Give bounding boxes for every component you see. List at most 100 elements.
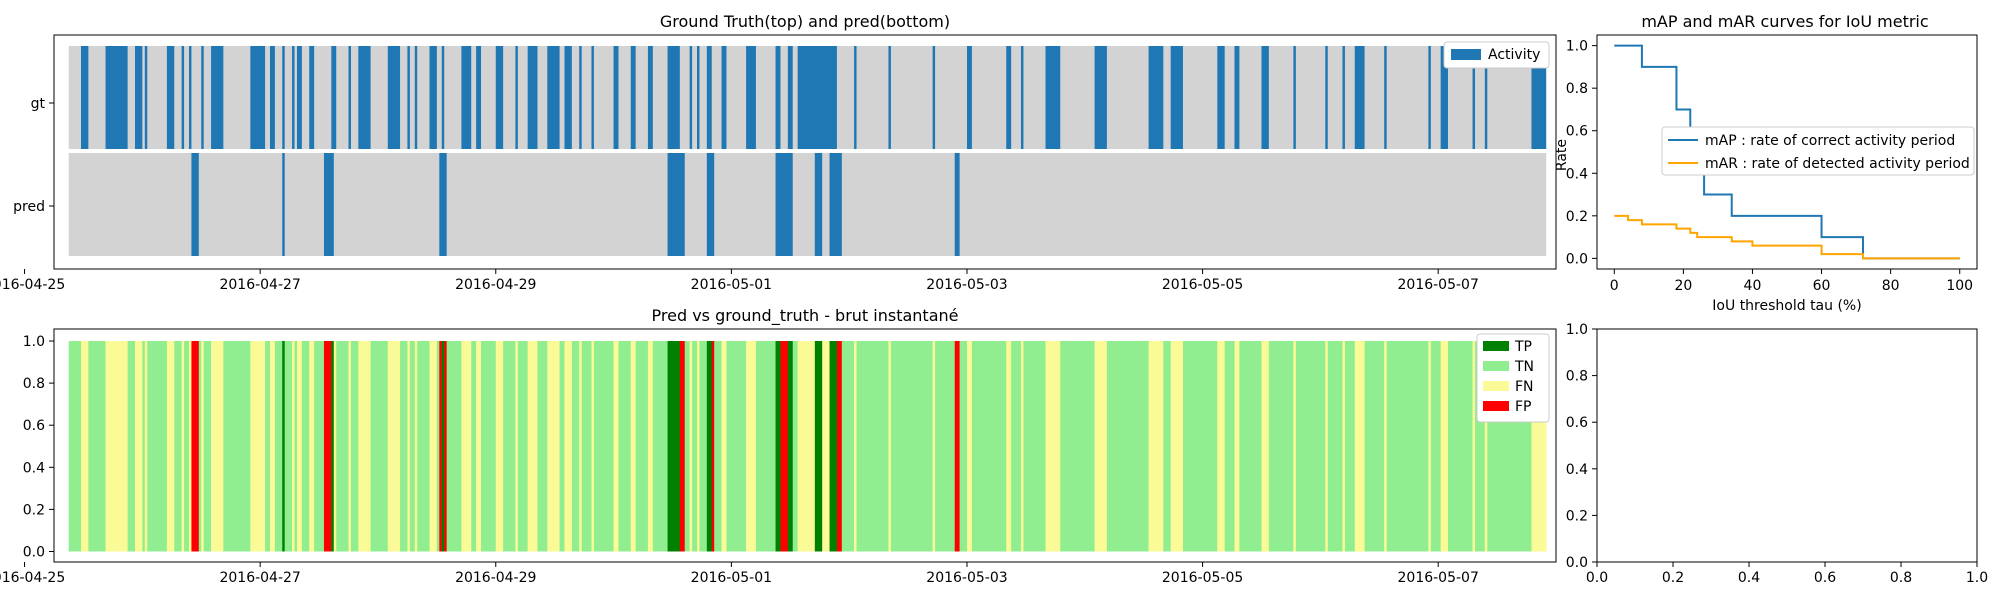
gt-activity-bar	[292, 46, 295, 149]
segment-tn	[635, 341, 649, 552]
legend-tp-label: TP	[1514, 339, 1532, 355]
segment-tn	[68, 341, 82, 552]
segment-fn	[429, 341, 438, 552]
gt-activity-bar	[387, 46, 401, 149]
segment-tn	[400, 341, 408, 552]
segment-tn	[184, 341, 190, 552]
segment-tn	[142, 341, 146, 552]
x-tick-label: 2016-05-05	[1162, 570, 1243, 586]
x-tick-label: 2016-04-29	[455, 277, 536, 293]
segment-fn	[296, 341, 303, 552]
segment-fn	[1148, 341, 1164, 552]
y-tick-label: 0.2	[1566, 508, 1588, 524]
panel2-xlabel: IoU threshold tau (%)	[1712, 298, 1861, 314]
panel-gt-pred: Ground Truth(top) and pred(bottom) gt pr…	[0, 12, 1557, 293]
segment-tn	[174, 341, 182, 552]
segment-fn	[333, 341, 337, 552]
segment-tn	[1386, 341, 1429, 552]
y-tick-label: 0.6	[1566, 124, 1588, 140]
segment-tn	[301, 341, 310, 552]
gt-activity-bar	[441, 46, 445, 149]
y-tick-label: 0.0	[23, 545, 45, 561]
gt-activity-bar	[647, 46, 653, 149]
segment-fp	[444, 341, 447, 552]
x-tick-label: 2016-05-07	[1398, 570, 1479, 586]
gt-activity-bar	[888, 46, 891, 149]
segment-fn	[697, 341, 700, 552]
segment-tn	[198, 341, 202, 552]
segment-fp	[439, 341, 443, 552]
segment-fn	[1384, 341, 1387, 552]
panel-pred-vs-gt: Pred vs ground_truth - brut instantané 0…	[0, 306, 1557, 586]
segment-fp	[191, 341, 200, 552]
segment-tn	[370, 341, 389, 552]
x-tick-label: 2016-04-27	[219, 277, 300, 293]
x-tick-label: 2016-05-03	[926, 277, 1007, 293]
gt-activity-bar	[282, 46, 285, 149]
segment-fn	[407, 341, 411, 552]
segment-fp	[679, 341, 686, 552]
panel2-ylabel: Rate	[1554, 139, 1570, 171]
segment-fn	[689, 341, 693, 552]
gt-activity-bar	[358, 46, 371, 149]
segment-tn	[856, 341, 889, 552]
segment-fn	[166, 341, 175, 552]
gt-activity-bar	[476, 46, 482, 149]
segment-tn	[503, 341, 516, 552]
segment-fn	[309, 341, 315, 552]
gt-activity-bar	[1342, 46, 1345, 149]
x-tick-label: 80	[1882, 278, 1900, 294]
segment-fp	[780, 341, 789, 552]
segment-tn	[147, 341, 168, 552]
gt-activity-bar	[201, 46, 204, 149]
gt-activity-bar	[309, 46, 315, 149]
panel1-frame	[53, 34, 1557, 270]
segment-fp	[711, 341, 715, 552]
gt-activity-bar	[1325, 46, 1328, 149]
segment-tn	[274, 341, 283, 552]
gt-activity-bar	[689, 46, 693, 149]
segment-tp	[282, 341, 285, 552]
segment-fn	[1045, 341, 1061, 552]
x-tick-label: 0.8	[1890, 570, 1912, 586]
segment-tn	[314, 341, 325, 552]
series-map-line	[1614, 44, 1960, 260]
segment-fn	[1261, 341, 1270, 552]
segment-tn	[1106, 341, 1149, 552]
gt-activity-bar	[134, 46, 143, 149]
gt-activity-bar	[1261, 46, 1269, 149]
y-tick-label: 1.0	[1566, 39, 1588, 55]
panel-map-mar: mAP and mAR curves for IoU metric 0 20 40 6…	[1554, 12, 1978, 314]
segment-tn	[841, 341, 855, 552]
row-label-pred: pred	[13, 199, 45, 215]
panel-empty: 0.0 0.2 0.4 0.6 0.8 1.0 0.0 0.2 0.4 0.6 0.8 1.0	[1566, 322, 1988, 586]
segment-tn	[1011, 341, 1022, 552]
gt-activity-bar	[564, 46, 572, 149]
segment-fn	[188, 341, 192, 552]
segment-tn	[971, 341, 1007, 552]
x-tick-label: 2016-05-05	[1162, 277, 1243, 293]
pred-activity-bar	[282, 153, 285, 256]
gt-activity-bar	[591, 46, 594, 149]
gt-activity-bar	[630, 46, 636, 149]
gt-activity-bar	[495, 46, 504, 149]
legend-fp-label: FP	[1515, 399, 1532, 415]
segment-tn	[417, 341, 430, 552]
segment-fn	[1428, 341, 1432, 552]
segment-tn	[481, 341, 497, 552]
legend-tn-label: TN	[1514, 359, 1534, 375]
pred-row-background	[68, 153, 1547, 256]
legend-tp-tn-fn-fp: TP TN FN FP	[1476, 333, 1550, 423]
segment-fn	[348, 341, 352, 552]
gt-activity-bar	[1045, 46, 1061, 149]
segment-fn	[746, 341, 757, 552]
gt-activity-bar	[1094, 46, 1107, 149]
gt-activity-bar	[80, 46, 89, 149]
pred-activity-bar	[323, 153, 334, 256]
y-tick-label: 0.8	[1566, 369, 1588, 385]
segment-tn	[1295, 341, 1326, 552]
y-tick-label: 1.0	[23, 334, 45, 350]
gt-activity-bar	[166, 46, 175, 149]
segment-fp	[323, 341, 332, 552]
